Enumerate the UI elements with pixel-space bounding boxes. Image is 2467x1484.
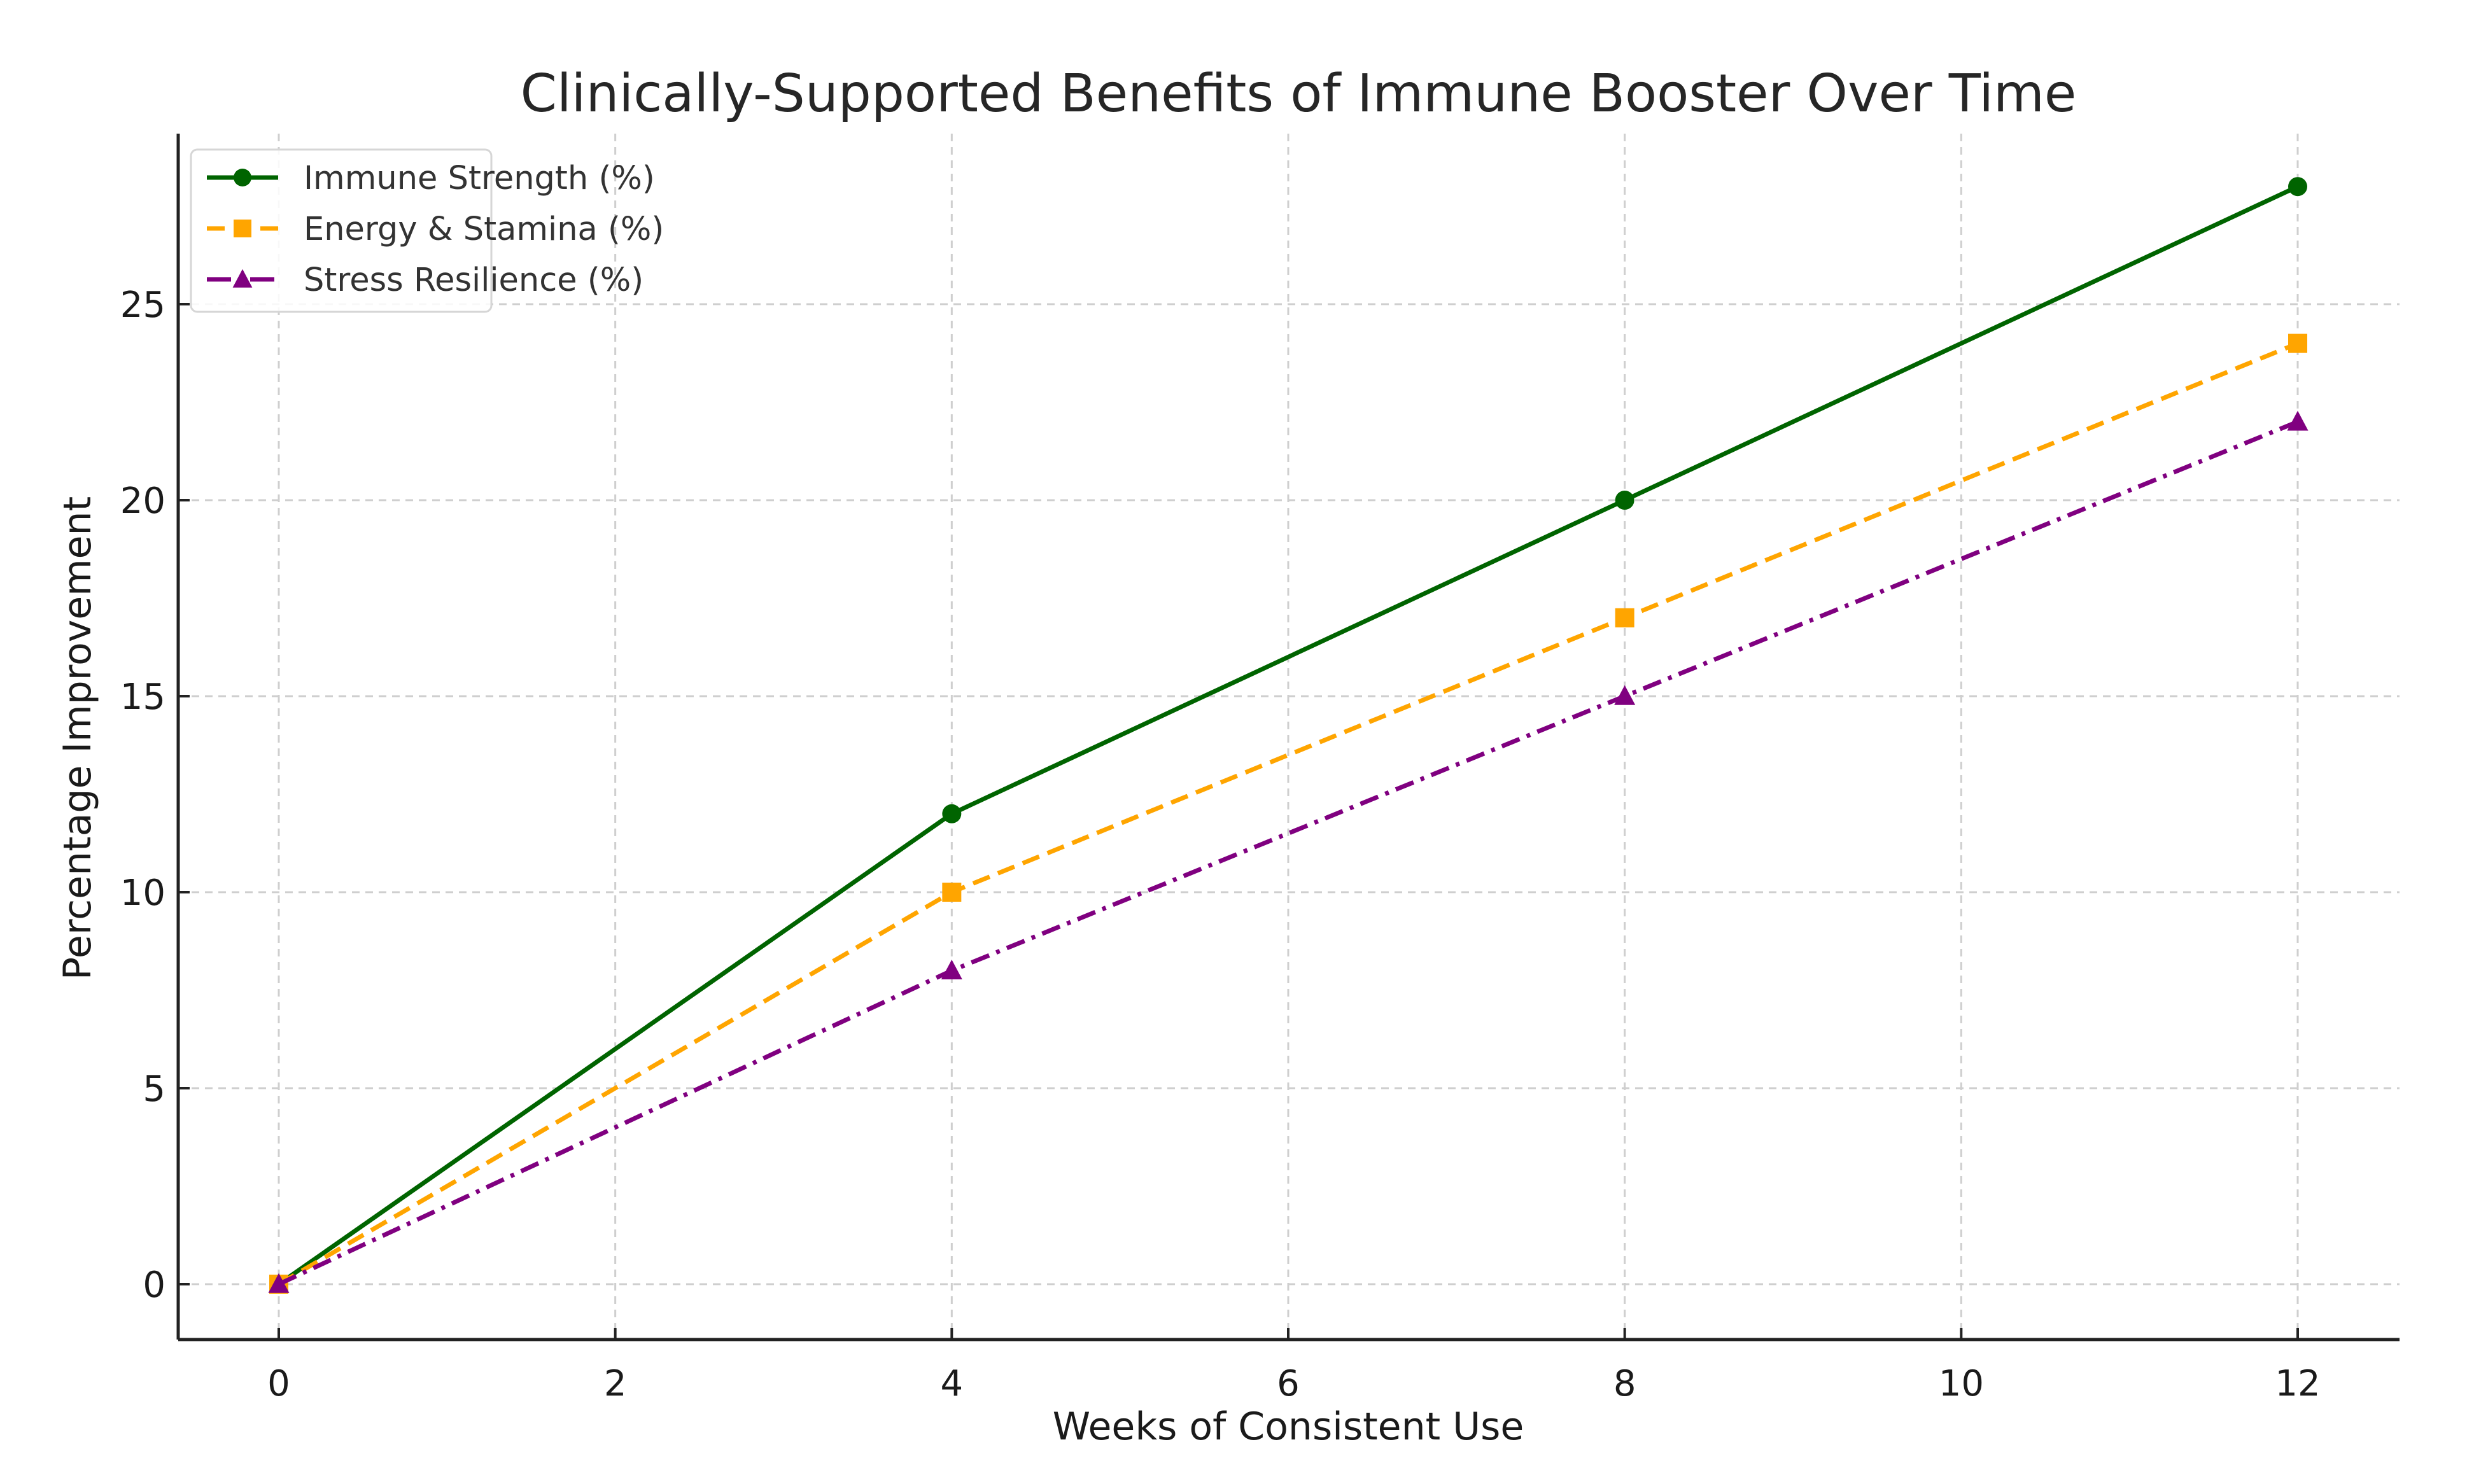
triangle-marker (1614, 685, 1636, 705)
x-axis-label: Weeks of Consistent Use (1053, 1404, 1524, 1449)
circle-marker (2288, 177, 2307, 197)
x-tick-label: 4 (941, 1363, 964, 1404)
legend-label: Energy & Stamina (%) (304, 211, 664, 248)
series-line (278, 341, 2299, 1287)
y-tick-label: 20 (120, 480, 165, 522)
legend-item: Immune Strength (%) (207, 160, 655, 197)
legend-item: Energy & Stamina (%) (207, 211, 664, 248)
y-axis-label: Percentage Improvement (55, 496, 100, 980)
y-ticks: 0 5 10 15 20 25 (120, 284, 190, 1306)
legend-item: Stress Resilience (%) (207, 262, 643, 299)
square-marker (234, 220, 251, 237)
circle-marker (942, 804, 962, 823)
y-tick-label: 25 (120, 284, 165, 326)
x-tick-label: 12 (2275, 1363, 2320, 1404)
x-tick-label: 2 (604, 1363, 627, 1404)
triangle-marker (2287, 410, 2309, 431)
x-tick-label: 0 (267, 1363, 290, 1404)
circle-marker (1615, 491, 1634, 510)
circle-marker (234, 169, 251, 186)
x-tick-label: 8 (1613, 1363, 1636, 1404)
y-tick-label: 15 (120, 676, 165, 718)
x-ticks: 0 2 4 6 8 10 12 (267, 1328, 2321, 1404)
legend: Immune Strength (%) Energy & Stamina (%) S… (190, 148, 664, 313)
y-tick-label: 0 (143, 1264, 165, 1306)
grid-lines (178, 134, 2400, 1340)
series-line (277, 185, 2299, 1286)
triangle-marker (232, 269, 253, 288)
legend-box (190, 148, 493, 313)
square-marker (2288, 333, 2307, 353)
legend-label: Immune Strength (%) (304, 160, 655, 197)
series-layer (268, 177, 2309, 1294)
y-tick-label: 5 (143, 1068, 165, 1110)
y-tick-label: 10 (120, 872, 165, 914)
legend-label: Stress Resilience (%) (304, 262, 643, 299)
triangle-marker (268, 1273, 290, 1293)
chart-title: Clinically-Supported Benefits of Immune … (521, 64, 2077, 124)
series-line (278, 419, 2299, 1287)
triangle-marker (941, 959, 962, 979)
x-tick-label: 6 (1277, 1363, 1300, 1404)
square-marker (1615, 608, 1634, 627)
series-stress-resilience (268, 410, 2309, 1293)
x-tick-label: 10 (1939, 1363, 1984, 1404)
square-marker (942, 883, 962, 902)
